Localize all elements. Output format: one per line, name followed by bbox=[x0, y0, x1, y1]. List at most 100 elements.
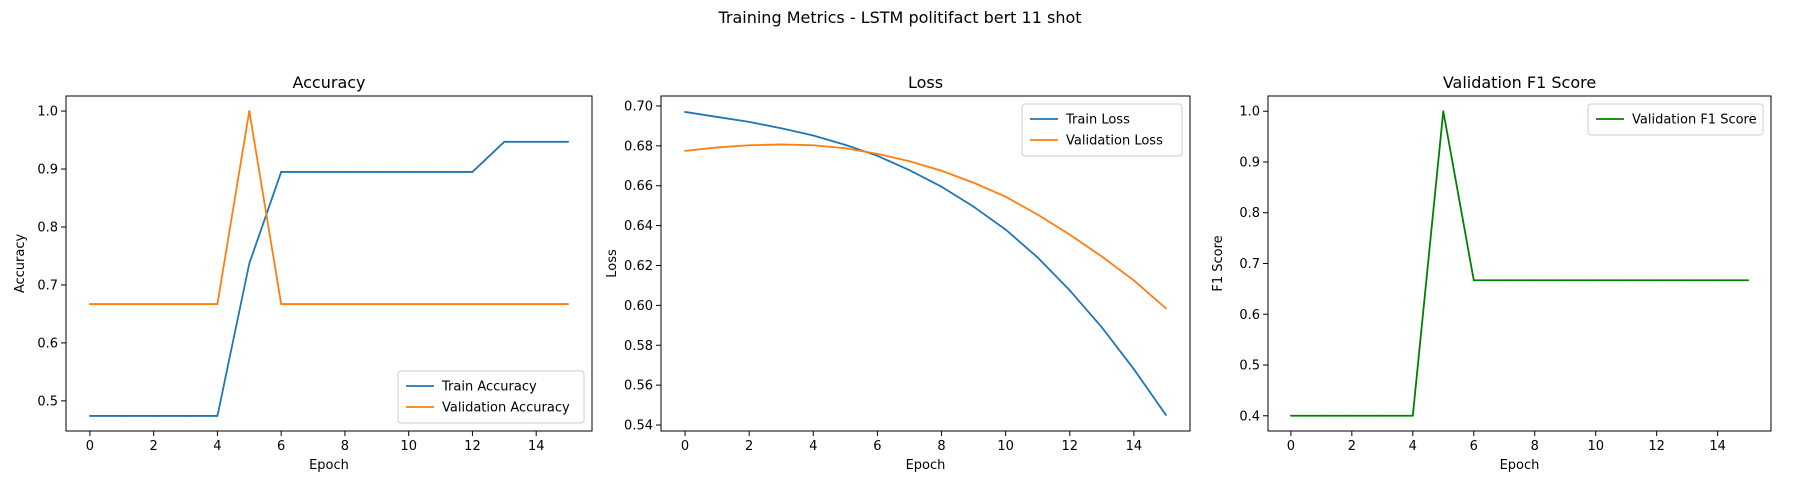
loss-title: Loss bbox=[908, 73, 943, 92]
validation-f1-score-point bbox=[1533, 279, 1536, 282]
f1-title: Validation F1 Score bbox=[1443, 73, 1596, 92]
legend-label: Validation F1 Score bbox=[1632, 113, 1757, 128]
validation-loss-point bbox=[716, 146, 719, 149]
train-accuracy-point bbox=[120, 415, 123, 417]
validation-loss-line bbox=[684, 143, 1167, 310]
validation-accuracy-point bbox=[120, 303, 123, 305]
x-tick-label: 6 bbox=[1470, 439, 1478, 454]
y-tick-label: 0.8 bbox=[37, 220, 58, 235]
x-tick-label: 14 bbox=[1709, 439, 1726, 454]
train-loss-point bbox=[1036, 256, 1039, 259]
x-tick-label: 6 bbox=[873, 439, 881, 454]
y-axis-label: Accuracy bbox=[13, 234, 28, 294]
y-tick-label: 0.6 bbox=[1239, 308, 1260, 323]
train-accuracy-point bbox=[503, 140, 506, 143]
x-tick-label: 14 bbox=[528, 439, 545, 454]
validation-accuracy-point bbox=[280, 303, 283, 305]
validation-f1-score-point bbox=[1564, 279, 1567, 282]
validation-loss-point bbox=[844, 147, 847, 150]
train-loss-point bbox=[844, 143, 847, 146]
train-loss-point bbox=[812, 134, 815, 137]
x-tick-label: 10 bbox=[1587, 439, 1604, 454]
train-loss-point bbox=[972, 205, 975, 208]
train-accuracy-line bbox=[89, 140, 569, 417]
x-axis-label: Epoch bbox=[309, 458, 349, 473]
validation-loss-point bbox=[1132, 279, 1135, 282]
plot-frame bbox=[660, 95, 1191, 432]
validation-loss-point bbox=[684, 149, 686, 152]
train-accuracy-point bbox=[216, 415, 219, 417]
validation-accuracy-point bbox=[184, 303, 187, 305]
validation-accuracy-point bbox=[89, 303, 91, 305]
train-loss-point bbox=[748, 121, 751, 123]
validation-accuracy-point bbox=[567, 303, 569, 305]
x-tick-label: 0 bbox=[86, 439, 94, 454]
validation-loss-point bbox=[748, 144, 751, 147]
train-accuracy-point bbox=[344, 171, 346, 173]
validation-loss-point bbox=[1036, 213, 1039, 216]
y-tick-label: 0.58 bbox=[624, 339, 653, 354]
x-tick-label: 2 bbox=[150, 439, 158, 454]
figure-title: Training Metrics - LSTM politifact bert … bbox=[718, 8, 1082, 27]
train-accuracy-point bbox=[535, 140, 538, 143]
x-tick-label: 4 bbox=[213, 439, 221, 454]
legend-label: Train Loss bbox=[1065, 113, 1130, 128]
y-tick-label: 0.9 bbox=[1239, 155, 1260, 170]
x-tick-label: 12 bbox=[1061, 439, 1078, 454]
accuracy-panel: Accuracy 0 2 4 6 8 10 12 14 0.5 0.6 0.7 0.8 0.9 1.0 Epo… bbox=[13, 73, 593, 473]
validation-accuracy-point bbox=[152, 303, 155, 305]
y-tick-label: 1.0 bbox=[1239, 105, 1260, 120]
train-accuracy-point bbox=[407, 171, 410, 173]
y-tick-label: 0.62 bbox=[624, 259, 653, 274]
validation-f1-score-point bbox=[1442, 110, 1445, 113]
train-loss-line bbox=[684, 111, 1167, 416]
validation-accuracy-point bbox=[471, 303, 474, 305]
f1-panel: Validation F1 Score 0 2 4 6 8 10 12 14 0.4 0.5 0.6 0… bbox=[1211, 73, 1772, 473]
y-tick-label: 0.4 bbox=[1239, 409, 1260, 424]
y-tick-label: 0.7 bbox=[1239, 257, 1260, 272]
y-tick-label: 0.66 bbox=[624, 179, 653, 194]
legend-label: Validation Accuracy bbox=[442, 401, 570, 416]
validation-f1-score-point bbox=[1350, 414, 1353, 417]
x-axis-label: Epoch bbox=[1500, 458, 1540, 473]
validation-accuracy-point bbox=[407, 303, 410, 305]
accuracy-title: Accuracy bbox=[292, 73, 365, 92]
validation-loss-point bbox=[1068, 233, 1071, 236]
validation-loss-point bbox=[1100, 255, 1103, 258]
x-tick-label: 0 bbox=[1287, 439, 1295, 454]
validation-f1-score-point bbox=[1594, 279, 1597, 282]
plot-frame bbox=[65, 95, 593, 432]
x-tick-label: 6 bbox=[277, 439, 285, 454]
train-loss-point bbox=[780, 127, 783, 130]
validation-f1-score-point bbox=[1320, 414, 1323, 417]
validation-f1-score-point bbox=[1472, 279, 1475, 282]
legend-label: Train Accuracy bbox=[441, 380, 537, 395]
y-tick-label: 0.56 bbox=[624, 379, 653, 394]
x-tick-label: 8 bbox=[341, 439, 349, 454]
validation-f1-score-point bbox=[1686, 279, 1689, 282]
y-tick-label: 0.8 bbox=[1239, 206, 1260, 221]
train-loss-point bbox=[1100, 326, 1103, 329]
validation-accuracy-point bbox=[248, 110, 251, 112]
y-tick-label: 0.64 bbox=[624, 219, 653, 234]
validation-loss-point bbox=[876, 152, 879, 155]
x-tick-label: 10 bbox=[997, 439, 1014, 454]
legend-box bbox=[397, 370, 585, 424]
y-tick-label: 0.5 bbox=[1239, 359, 1260, 374]
y-tick-label: 0.60 bbox=[624, 299, 653, 314]
x-tick-label: 14 bbox=[1126, 439, 1143, 454]
validation-f1-score-point bbox=[1503, 279, 1506, 282]
validation-accuracy-point bbox=[375, 303, 378, 305]
x-tick-label: 4 bbox=[809, 439, 817, 454]
train-loss-point bbox=[716, 116, 719, 118]
y-tick-label: 0.54 bbox=[624, 419, 653, 434]
y-tick-label: 0.7 bbox=[37, 278, 58, 293]
legend-label: Validation Loss bbox=[1066, 134, 1163, 149]
train-accuracy-point bbox=[89, 415, 91, 417]
x-tick-label: 0 bbox=[681, 439, 689, 454]
validation-loss-point bbox=[1165, 307, 1167, 310]
x-tick-label: 8 bbox=[1531, 439, 1539, 454]
validation-loss-point bbox=[780, 143, 783, 146]
validation-f1-score-point bbox=[1381, 414, 1384, 417]
